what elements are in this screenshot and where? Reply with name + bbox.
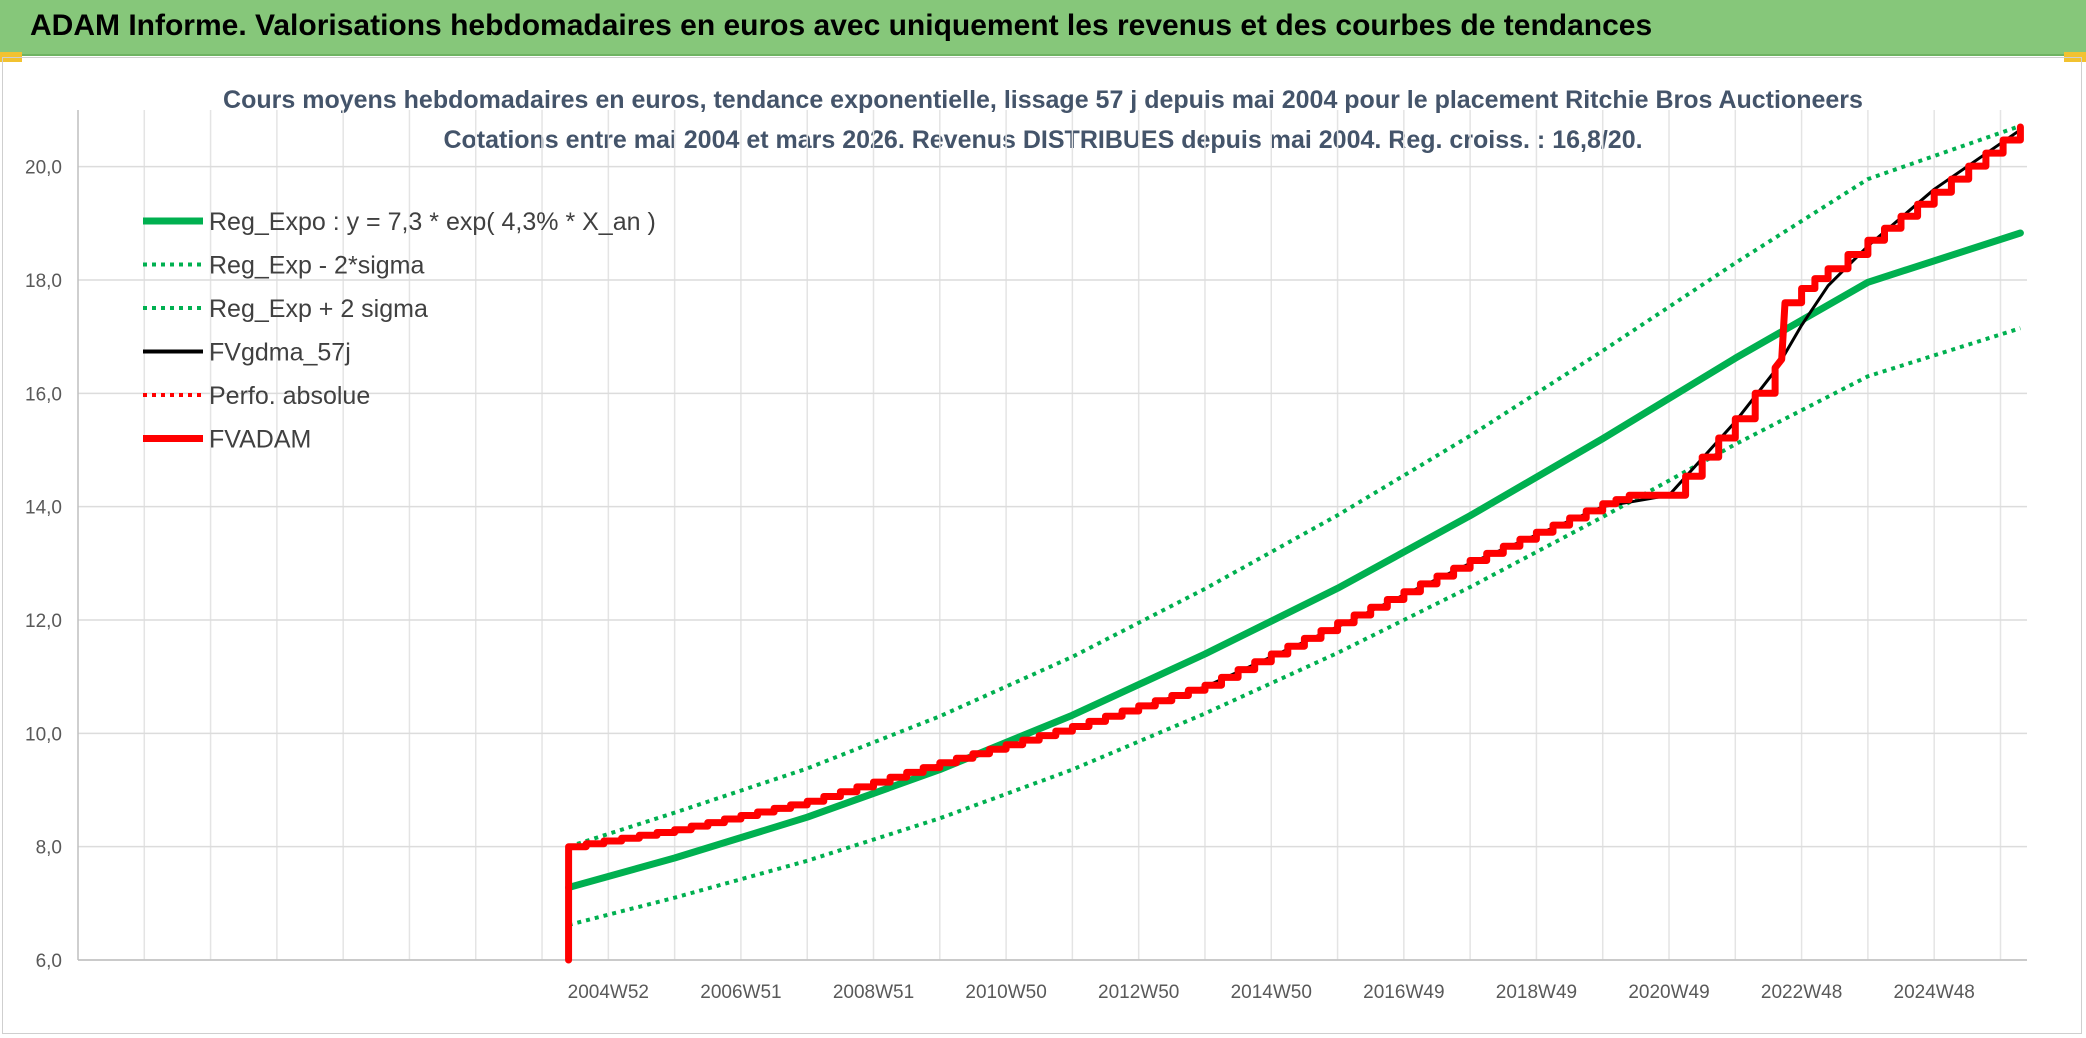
axes: 6,0 8,0 10,0 12,0 14,0 16,0 18,0 20,0 2004W52 200… xyxy=(25,110,2027,1003)
legend-label: Perfo. absolue xyxy=(209,382,370,410)
legend-label: Reg_Exp - 2*sigma xyxy=(209,252,424,280)
series-line-5 xyxy=(565,123,2024,964)
legend-label: Reg_Expo : y = 7,3 * exp( 4,3% * X_an ) xyxy=(209,208,656,236)
series-line-0 xyxy=(565,229,2024,891)
x-tick-label: 2010W50 xyxy=(965,982,1046,1003)
y-tick-label: 12,0 xyxy=(25,611,62,632)
x-tick-label: 2022W48 xyxy=(1761,982,1842,1003)
series-line-2 xyxy=(567,124,2022,849)
y-tick-label: 20,0 xyxy=(25,158,62,179)
y-tick-label: 8,0 xyxy=(36,838,62,859)
legend-label: FVgdma_57j xyxy=(209,339,351,367)
chart-subtitle: Cotations entre mai 2004 et mars 2026. R… xyxy=(443,126,1643,154)
x-tick-label: 2006W51 xyxy=(700,982,781,1003)
y-tick-label: 16,0 xyxy=(25,384,62,405)
y-tick-label: 18,0 xyxy=(25,271,62,292)
chart-title: Cours moyens hebdomadaires en euros, ten… xyxy=(223,86,1863,114)
legend: Reg_Expo : y = 7,3 * exp( 4,3% * X_an ) R… xyxy=(143,208,656,454)
x-tick-label: 2024W48 xyxy=(1894,982,1975,1003)
report-banner: ADAM Informe. Valorisations hebdomadaire… xyxy=(0,0,2086,56)
x-tick-label: 2004W52 xyxy=(568,982,649,1003)
legend-label: Reg_Exp + 2 sigma xyxy=(209,295,428,323)
series-lines xyxy=(565,123,2024,964)
y-tick-label: 6,0 xyxy=(36,951,62,972)
x-tick-label: 2020W49 xyxy=(1628,982,1709,1003)
gridlines xyxy=(78,110,2027,961)
x-tick-label: 2008W51 xyxy=(833,982,914,1003)
series-line-3 xyxy=(567,128,2022,849)
x-tick-label: 2012W50 xyxy=(1098,982,1179,1003)
series-line-1 xyxy=(568,326,2022,927)
y-tick-label: 10,0 xyxy=(25,724,62,745)
x-tick-label: 2016W49 xyxy=(1363,982,1444,1003)
x-tick-label: 2018W49 xyxy=(1496,982,1577,1003)
y-tick-label: 14,0 xyxy=(25,498,62,519)
legend-label: FVADAM xyxy=(209,426,311,454)
chart-frame xyxy=(2,57,2082,1034)
x-tick-label: 2014W50 xyxy=(1231,982,1312,1003)
report-title: ADAM Informe. Valorisations hebdomadaire… xyxy=(30,9,1653,42)
